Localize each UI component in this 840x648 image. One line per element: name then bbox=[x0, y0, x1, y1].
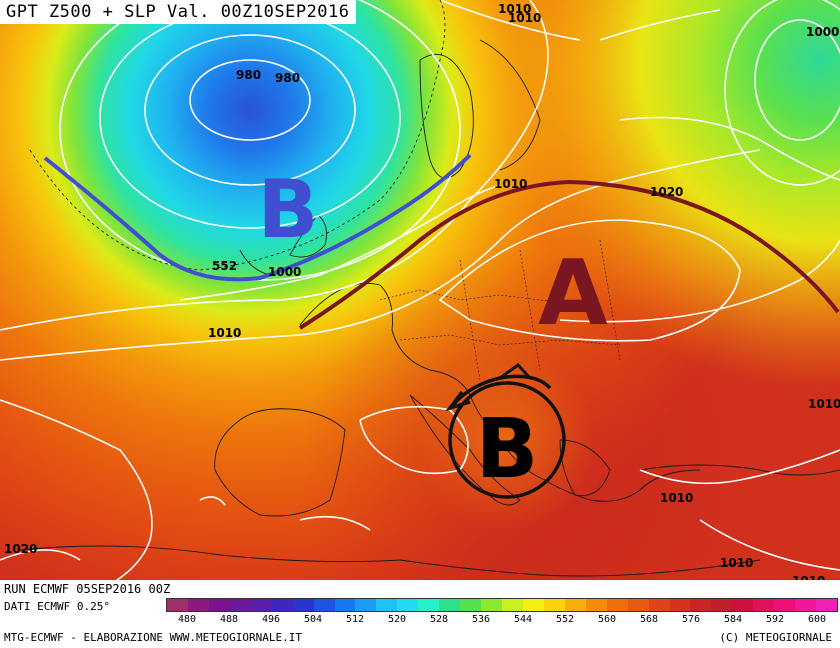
scale-tick-label: 592 bbox=[765, 614, 785, 625]
color-swatch bbox=[732, 599, 754, 611]
color-swatch bbox=[711, 599, 733, 611]
map-footer: RUN ECMWF 05SEP2016 00Z DATI ECMWF 0.25°… bbox=[0, 580, 840, 648]
color-swatch bbox=[502, 599, 523, 611]
low-pressure-letter: B bbox=[258, 163, 319, 256]
color-swatch bbox=[439, 599, 461, 611]
color-swatch bbox=[481, 599, 502, 611]
pressure-labels: 1010 1010 1000 980 980 1010 1020 1000 10… bbox=[4, 2, 840, 588]
scale-tick-label: 504 bbox=[303, 614, 323, 625]
scale-tick-label: 576 bbox=[681, 614, 701, 625]
z500-color-scale bbox=[166, 598, 838, 612]
isobar-label: 980 bbox=[275, 71, 300, 85]
isobar-label: 1010 bbox=[720, 556, 753, 570]
trough-axis bbox=[43, 153, 472, 282]
map-title: GPT Z500 + SLP Val. 00Z10SEP2016 bbox=[0, 0, 356, 24]
color-swatch bbox=[376, 599, 398, 611]
scale-tick-label: 552 bbox=[555, 614, 575, 625]
run-info: RUN ECMWF 05SEP2016 00Z bbox=[4, 582, 171, 596]
isobar-label: 1010 bbox=[808, 397, 840, 411]
isobar-label: 1000 bbox=[806, 25, 839, 39]
color-swatch bbox=[543, 599, 565, 611]
color-swatch bbox=[460, 599, 482, 611]
z500-label: 552 bbox=[212, 259, 237, 273]
color-swatch bbox=[564, 599, 586, 611]
color-swatch bbox=[606, 599, 628, 611]
color-swatch bbox=[250, 599, 272, 611]
scale-tick-label: 544 bbox=[513, 614, 533, 625]
color-swatch bbox=[313, 599, 335, 611]
borders bbox=[379, 239, 621, 381]
color-swatch bbox=[292, 599, 314, 611]
color-scale-ticks: 480 488 496 504 512 520 528 536 544 552 560 568 576 5… bbox=[166, 614, 838, 628]
scale-tick-label: 536 bbox=[471, 614, 491, 625]
forecast-map: B A B 1010 1010 1000 980 980 1010 1020 1… bbox=[0, 0, 840, 600]
color-swatch bbox=[690, 599, 712, 611]
credit-line: MTG-ECMWF - ELABORAZIONE WWW.METEOGIORNA… bbox=[4, 631, 303, 644]
isobar-label: 1010 bbox=[508, 11, 541, 25]
color-swatch bbox=[208, 599, 230, 611]
coastlines bbox=[19, 39, 840, 577]
scale-tick-label: 584 bbox=[723, 614, 743, 625]
copyright: (C) METEOGIORNALE bbox=[719, 631, 832, 644]
isobar-label: 1020 bbox=[4, 542, 37, 556]
scale-tick-label: 520 bbox=[387, 614, 407, 625]
color-swatch bbox=[397, 599, 419, 611]
scale-tick-label: 568 bbox=[639, 614, 659, 625]
high-pressure-letter: A bbox=[538, 241, 608, 346]
scale-tick-label: 528 bbox=[429, 614, 449, 625]
color-swatch bbox=[167, 599, 188, 611]
data-source: DATI ECMWF 0.25° bbox=[4, 600, 110, 613]
isobar-label: 1010 bbox=[208, 326, 241, 340]
isobar-label: 1000 bbox=[268, 265, 301, 279]
color-swatch bbox=[816, 599, 837, 611]
color-swatch bbox=[522, 599, 544, 611]
color-swatch bbox=[774, 599, 796, 611]
color-swatch bbox=[229, 599, 251, 611]
ridge-axis bbox=[298, 179, 840, 330]
isobar-label: 1010 bbox=[660, 491, 693, 505]
scale-tick-label: 560 bbox=[597, 614, 617, 625]
scale-tick-label: 600 bbox=[807, 614, 827, 625]
movement-arrow-icon bbox=[445, 390, 471, 412]
cutoff-low-symbol: B bbox=[445, 363, 566, 499]
color-swatch bbox=[355, 599, 377, 611]
scale-tick-label: 488 bbox=[219, 614, 239, 625]
color-swatch bbox=[627, 599, 649, 611]
color-swatch bbox=[418, 599, 440, 611]
color-swatch bbox=[795, 599, 817, 611]
color-swatch bbox=[753, 599, 775, 611]
isobar-label: 1020 bbox=[650, 185, 683, 199]
color-swatch bbox=[271, 599, 293, 611]
isobar-label: 1010 bbox=[498, 2, 531, 16]
color-swatch bbox=[669, 599, 691, 611]
color-swatch bbox=[585, 599, 607, 611]
z500-contour bbox=[29, 0, 446, 271]
isobar-label: 980 bbox=[236, 68, 261, 82]
isobar-label: 1010 bbox=[494, 177, 527, 191]
color-swatch bbox=[187, 599, 209, 611]
color-swatch bbox=[648, 599, 670, 611]
scale-tick-label: 480 bbox=[177, 614, 197, 625]
scale-tick-label: 512 bbox=[345, 614, 365, 625]
scale-tick-label: 496 bbox=[261, 614, 281, 625]
cutoff-low-letter: B bbox=[476, 402, 539, 497]
color-swatch bbox=[334, 599, 356, 611]
